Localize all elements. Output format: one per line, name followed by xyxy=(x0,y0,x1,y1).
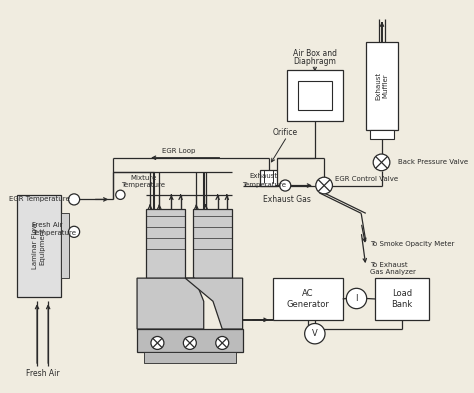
Text: Mixture
Temperature: Mixture Temperature xyxy=(121,175,165,188)
Text: To Exhaust
Gas Analyzer: To Exhaust Gas Analyzer xyxy=(370,263,416,275)
Circle shape xyxy=(346,288,367,309)
Bar xyxy=(273,278,343,320)
Text: EGR Loop: EGR Loop xyxy=(162,148,195,154)
Bar xyxy=(370,130,393,139)
Circle shape xyxy=(69,226,80,237)
Circle shape xyxy=(151,336,164,349)
Circle shape xyxy=(69,194,80,205)
Bar xyxy=(137,329,243,352)
Bar xyxy=(146,209,185,278)
Bar xyxy=(366,42,398,130)
Bar xyxy=(298,81,331,110)
Polygon shape xyxy=(185,278,243,329)
Circle shape xyxy=(373,154,390,171)
Text: Fresh Air: Fresh Air xyxy=(26,369,59,378)
Text: Exhaust: Exhaust xyxy=(250,173,278,179)
Text: Load
Bank: Load Bank xyxy=(391,289,412,309)
Text: Laminar Flow
Equipment: Laminar Flow Equipment xyxy=(32,222,46,269)
Circle shape xyxy=(183,336,196,349)
Circle shape xyxy=(316,177,332,194)
Bar xyxy=(61,213,69,278)
Bar xyxy=(260,170,277,186)
Text: EGR Control Valve: EGR Control Valve xyxy=(335,176,398,182)
Text: Back Pressure Valve: Back Pressure Valve xyxy=(398,160,468,165)
Bar xyxy=(17,195,61,297)
Bar xyxy=(287,70,343,121)
Text: Diaphragm: Diaphragm xyxy=(293,57,336,66)
Text: Fresh Air: Fresh Air xyxy=(32,222,63,228)
Text: I: I xyxy=(356,294,358,303)
Circle shape xyxy=(216,336,229,349)
Bar xyxy=(144,352,236,363)
Text: AC
Generator: AC Generator xyxy=(286,289,329,309)
Circle shape xyxy=(116,190,125,199)
Bar xyxy=(375,278,429,320)
Circle shape xyxy=(280,180,291,191)
Text: Temperature: Temperature xyxy=(32,230,76,236)
Text: Orifice: Orifice xyxy=(273,128,298,137)
Circle shape xyxy=(305,323,325,344)
Text: EGR Temperature: EGR Temperature xyxy=(9,196,70,202)
Text: Temperature: Temperature xyxy=(242,182,286,187)
Text: To Smoke Opacity Meter: To Smoke Opacity Meter xyxy=(370,241,455,247)
Polygon shape xyxy=(137,278,204,329)
Text: V: V xyxy=(312,329,318,338)
Bar xyxy=(192,209,231,278)
Text: Exhaust Gas: Exhaust Gas xyxy=(263,195,311,204)
Text: Air Box and: Air Box and xyxy=(293,49,337,58)
Text: Exhaust
Muffler: Exhaust Muffler xyxy=(375,72,389,100)
